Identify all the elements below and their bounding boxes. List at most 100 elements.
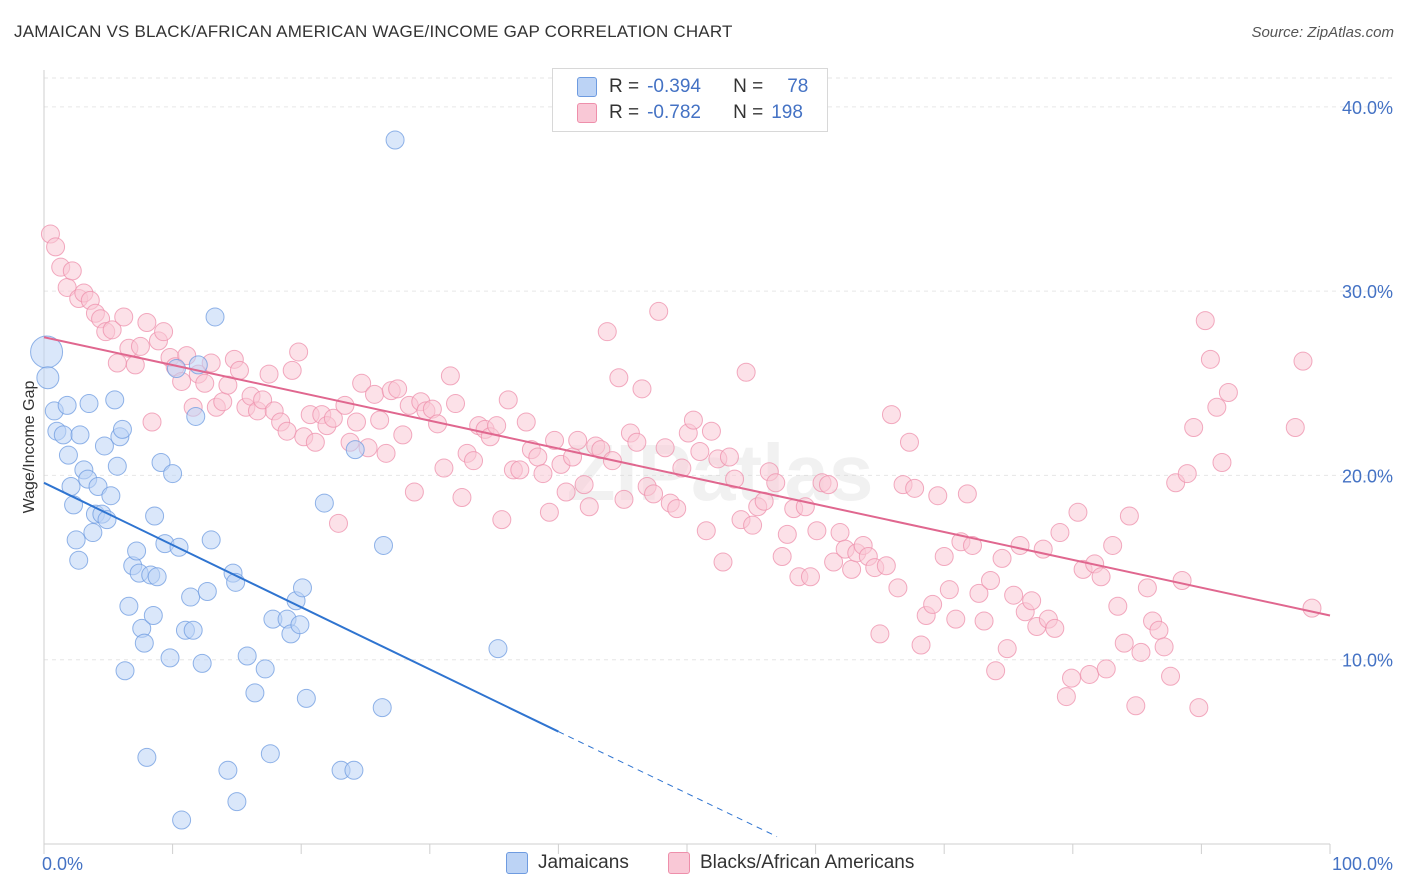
data-point — [58, 445, 78, 465]
data-point — [800, 567, 820, 587]
data-point — [1056, 687, 1076, 707]
data-point — [1172, 570, 1192, 590]
data-point — [1050, 523, 1070, 543]
data-point — [743, 515, 763, 535]
trendline-jamaicans — [43, 481, 559, 733]
data-point — [440, 366, 460, 386]
data-point — [667, 499, 687, 519]
data-point — [870, 624, 890, 644]
data-point — [1080, 664, 1100, 684]
data-point — [777, 524, 797, 544]
data-point — [130, 336, 150, 356]
y-tick-label: 20.0% — [1342, 466, 1393, 486]
data-point — [292, 578, 312, 598]
trendline-jamaicans-extension — [558, 731, 778, 838]
data-point — [352, 373, 372, 393]
legend-n-label: N = — [733, 76, 764, 97]
data-point — [830, 523, 850, 543]
trendline-blacks — [43, 336, 1331, 617]
data-point — [818, 475, 838, 495]
data-point — [614, 489, 634, 509]
data-point — [305, 432, 325, 452]
data-point — [911, 635, 931, 655]
data-point — [579, 497, 599, 517]
data-point — [147, 567, 167, 587]
data-point — [237, 646, 257, 666]
data-point — [119, 596, 139, 616]
bottom-legend-jamaicans: Jamaicans — [506, 852, 629, 874]
data-point — [842, 559, 862, 579]
legend-swatch-jamaicans — [577, 77, 597, 97]
data-point — [683, 410, 703, 430]
data-point — [186, 406, 206, 426]
data-point — [992, 548, 1012, 568]
x-tick-label-max: 100.0% — [1332, 854, 1393, 874]
data-point — [888, 578, 908, 598]
data-point — [145, 506, 165, 526]
data-point — [597, 322, 617, 342]
data-point — [151, 453, 171, 473]
data-point — [314, 493, 334, 513]
data-point — [344, 760, 364, 780]
data-point — [374, 535, 394, 555]
data-point — [1207, 397, 1227, 417]
data-point — [370, 410, 390, 430]
legend-row-blacks: R = -0.782 N = 198 — [577, 101, 803, 125]
data-point — [609, 368, 629, 388]
data-point — [556, 482, 576, 502]
data-point — [385, 130, 405, 150]
y-axis-title: Wage/Income Gap — [21, 381, 38, 514]
data-point — [939, 580, 959, 600]
x-tick-label-min: 0.0% — [42, 854, 83, 874]
data-point — [229, 360, 249, 380]
data-point — [899, 432, 919, 452]
data-point — [969, 583, 989, 603]
stats-legend: R = -0.394 N = 78 R = -0.782 N = 198 — [552, 68, 828, 132]
data-point — [64, 495, 84, 515]
data-point — [1126, 696, 1146, 716]
data-point — [69, 550, 89, 570]
data-point — [181, 587, 201, 607]
data-point — [328, 513, 348, 533]
data-point — [94, 436, 114, 456]
series-blacks — [40, 224, 1322, 718]
data-point — [218, 760, 238, 780]
data-point — [725, 469, 745, 489]
data-point — [980, 570, 1000, 590]
data-point — [70, 425, 90, 445]
y-tick-label: 30.0% — [1342, 282, 1393, 302]
data-point — [545, 430, 565, 450]
data-point — [1131, 642, 1151, 662]
data-point — [205, 307, 225, 327]
data-point — [134, 633, 154, 653]
data-point — [1068, 502, 1088, 522]
data-point — [154, 322, 174, 342]
data-point — [672, 458, 692, 478]
data-point — [528, 447, 548, 467]
y-tick-label: 40.0% — [1342, 98, 1393, 118]
data-point — [876, 556, 896, 576]
data-point — [1161, 666, 1181, 686]
data-point — [923, 594, 943, 614]
data-point — [974, 611, 994, 631]
data-point — [1302, 598, 1322, 618]
legend-n-value: 198 — [771, 102, 803, 123]
data-point — [62, 261, 82, 281]
data-point — [259, 364, 279, 384]
data-point — [1103, 535, 1123, 555]
data-point — [1091, 567, 1111, 587]
data-point — [346, 412, 366, 432]
chart-title: JAMAICAN VS BLACK/AFRICAN AMERICAN WAGE/… — [14, 22, 733, 41]
data-point — [957, 484, 977, 504]
data-point — [105, 390, 125, 410]
data-point — [290, 615, 310, 635]
data-point — [434, 458, 454, 478]
data-point — [1195, 311, 1215, 331]
data-point — [713, 552, 733, 572]
data-point — [632, 379, 652, 399]
data-point — [516, 412, 536, 432]
data-point — [498, 390, 518, 410]
data-point — [260, 744, 280, 764]
data-point — [101, 486, 121, 506]
legend-row-jamaicans: R = -0.394 N = 78 — [577, 75, 808, 99]
